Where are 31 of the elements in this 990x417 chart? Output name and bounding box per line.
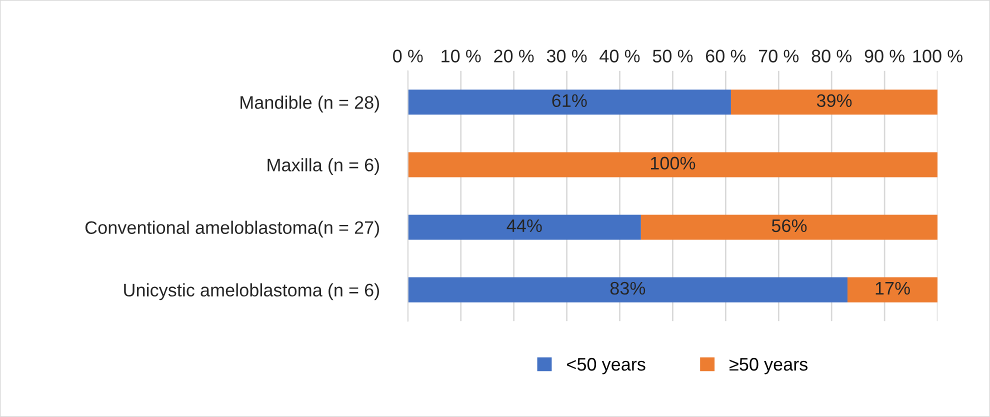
x-tick-label: 30 % xyxy=(546,50,587,62)
bar xyxy=(408,214,641,240)
x-tick-label: 40 % xyxy=(600,50,640,62)
y-tick-label: Mandible (n = 28) xyxy=(240,96,379,112)
x-tick-label: 70 % xyxy=(758,50,799,62)
data-label: 44% xyxy=(506,219,542,232)
y-tick-label: Unicystic ameloblastoma (n = 6) xyxy=(124,283,379,300)
legend-label: <50 years xyxy=(567,358,646,374)
x-tick-label: 0 % xyxy=(393,50,423,62)
x-tick-label: 100 % xyxy=(913,50,962,62)
x-tick-label: 60 % xyxy=(706,50,746,62)
x-tick-label: 50 % xyxy=(652,50,693,62)
data-label: 56% xyxy=(772,219,807,232)
y-tick-label: Conventional ameloblastoma(n = 27) xyxy=(85,220,379,238)
bar xyxy=(640,214,938,240)
x-tick-label: 10 % xyxy=(442,50,481,62)
bar xyxy=(408,90,731,115)
data-label: 61% xyxy=(552,94,587,108)
data-label: 17% xyxy=(876,282,910,295)
y-tick-label: Maxilla (n = 6) xyxy=(268,158,379,175)
data-label: 100% xyxy=(650,156,696,170)
data-label: 83% xyxy=(610,282,646,295)
x-tick-label: 20 % xyxy=(494,50,534,62)
x-tick-label: 80 % xyxy=(812,50,852,62)
data-label: 39% xyxy=(816,94,852,108)
bar xyxy=(408,277,848,302)
legend-label: ≥50 years xyxy=(730,358,808,374)
bar xyxy=(730,90,938,115)
x-tick-label: 90 % xyxy=(864,50,904,62)
bar xyxy=(408,152,938,178)
bar xyxy=(847,277,938,302)
